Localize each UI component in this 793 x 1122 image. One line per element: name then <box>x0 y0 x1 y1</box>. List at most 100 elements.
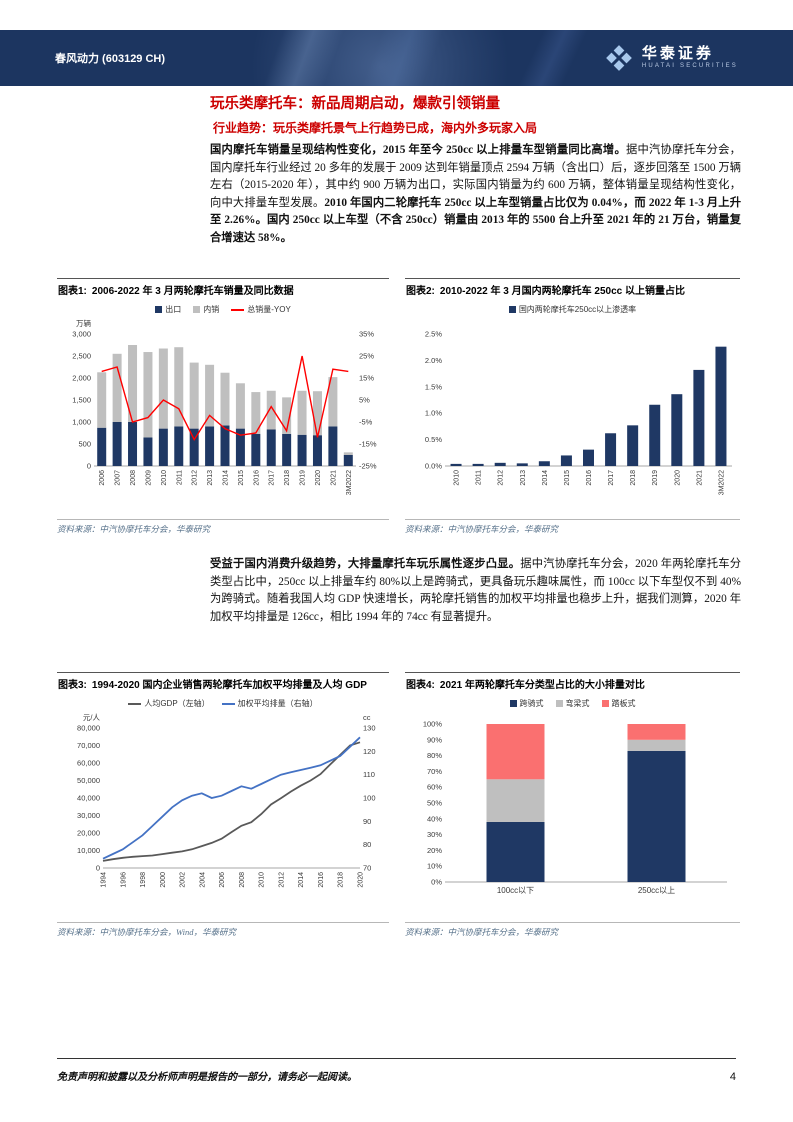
chart-legend: 跨骑式 弯梁式 踏板式 <box>405 697 740 710</box>
legend-item: 内销 <box>193 304 219 315</box>
figure-1-title-text: 2006-2022 年 3 月两轮摩托车销量及同比数据 <box>91 286 294 297</box>
svg-text:0%: 0% <box>431 878 442 887</box>
figure-4-title: 图表4: 2021 年两轮摩托车分类型占比的大小排量对比 <box>405 672 740 695</box>
figure-1-chart: 出口 内销 总销量-YOY 万辆 0 500 1,000 1,500 2,000 2,500 3,0… <box>57 303 389 517</box>
svg-text:2021: 2021 <box>330 470 337 486</box>
figure-4-label: 图表4: <box>406 680 435 691</box>
svg-text:40%: 40% <box>427 814 442 823</box>
svg-text:2017: 2017 <box>608 470 615 486</box>
svg-text:2013: 2013 <box>207 470 214 486</box>
section-subtitle: 行业趋势：玩乐类摩托景气上行趋势已成，海内外多玩家入局 <box>213 121 538 135</box>
svg-text:2010: 2010 <box>454 470 461 486</box>
svg-text:元/人: 元/人 <box>83 713 101 722</box>
svg-text:1996: 1996 <box>120 872 127 888</box>
svg-text:90%: 90% <box>427 735 442 744</box>
svg-text:5%: 5% <box>359 396 370 405</box>
svg-text:15%: 15% <box>359 374 374 383</box>
chart-legend: 国内两轮摩托车250cc以上渗透率 <box>405 303 740 316</box>
svg-text:2,500: 2,500 <box>72 352 91 361</box>
svg-text:2012: 2012 <box>498 470 505 486</box>
legend-swatch <box>555 700 563 707</box>
footer-disclaimer: 免责声明和披露以及分析师声明是报告的一部分，请务必一起阅读。 <box>57 1072 357 1083</box>
svg-text:2011: 2011 <box>476 470 483 485</box>
legend-swatch <box>155 306 163 313</box>
svg-text:80,000: 80,000 <box>77 724 100 733</box>
svg-text:2008: 2008 <box>130 470 137 486</box>
legend-item: 弯梁式 <box>555 698 590 709</box>
svg-text:3,000: 3,000 <box>72 330 91 339</box>
svg-text:2014: 2014 <box>298 872 305 888</box>
legend-label: 国内两轮摩托车250cc以上渗透率 <box>518 305 637 314</box>
svg-text:1998: 1998 <box>140 872 147 888</box>
svg-text:2014: 2014 <box>223 470 230 486</box>
svg-text:3M2022: 3M2022 <box>718 470 725 495</box>
svg-text:2008: 2008 <box>239 872 246 888</box>
svg-text:3M2022: 3M2022 <box>346 470 353 495</box>
figure-2-title: 图表2: 2010-2022 年 3 月国内两轮摩托车 250cc 以上销量占比 <box>405 278 740 301</box>
svg-text:0.5%: 0.5% <box>425 435 442 444</box>
svg-text:2002: 2002 <box>180 872 187 888</box>
svg-text:2007: 2007 <box>115 470 122 486</box>
figure-1: 图表1: 2006-2022 年 3 月两轮摩托车销量及同比数据 出口 内销 总销量… <box>57 278 389 535</box>
svg-text:0: 0 <box>96 864 100 873</box>
svg-text:1,000: 1,000 <box>72 418 91 427</box>
svg-text:2.5%: 2.5% <box>425 330 442 339</box>
svg-text:70,000: 70,000 <box>77 741 100 750</box>
figure-4-source: 资料来源：中汽协摩托车分会，华泰研究 <box>405 922 740 938</box>
legend-label: 踏板式 <box>611 699 636 708</box>
figure-1-title: 图表1: 2006-2022 年 3 月两轮摩托车销量及同比数据 <box>57 278 389 301</box>
svg-text:-5%: -5% <box>359 418 373 427</box>
figure-4: 图表4: 2021 年两轮摩托车分类型占比的大小排量对比 跨骑式 弯梁式 踏板式 0%… <box>405 672 740 938</box>
svg-text:2015: 2015 <box>564 470 571 486</box>
svg-text:2015: 2015 <box>238 470 245 486</box>
huatai-logo-icon <box>604 43 634 73</box>
svg-text:cc: cc <box>363 713 371 722</box>
svg-text:70%: 70% <box>427 767 442 776</box>
svg-text:2019: 2019 <box>652 470 659 486</box>
legend-item: 加权平均排量（右轴） <box>221 698 318 709</box>
legend-swatch <box>601 700 609 707</box>
legend-item: 出口 <box>155 304 181 315</box>
svg-text:100cc以下: 100cc以下 <box>497 886 534 895</box>
svg-text:500: 500 <box>78 440 91 449</box>
legend-swatch <box>128 702 142 705</box>
figure-3-source: 资料来源：中汽协摩托车分会，Wind，华泰研究 <box>57 922 389 938</box>
svg-text:-15%: -15% <box>359 440 377 449</box>
legend-label: 弯梁式 <box>565 699 590 708</box>
svg-text:130: 130 <box>363 724 376 733</box>
figure-1-label: 图表1: <box>58 286 87 297</box>
svg-text:80%: 80% <box>427 751 442 760</box>
legend-item: 总销量-YOY <box>231 304 291 315</box>
stock-title: 春风动力 (603129 CH) <box>55 53 166 65</box>
svg-text:0.0%: 0.0% <box>425 462 442 471</box>
legend-swatch <box>509 700 517 707</box>
paragraph-1-tail: 2010 年国内二轮摩托车 250cc 以上车型销量占比仅为 0.04%，而 2… <box>210 196 741 244</box>
brand-name-en: HUATAI SECURITIES <box>641 62 738 69</box>
legend-swatch <box>508 306 516 313</box>
svg-text:2000: 2000 <box>160 872 167 888</box>
svg-text:120: 120 <box>363 747 376 756</box>
figure-3: 图表3: 1994-2020 国内企业销售两轮摩托车加权平均排量及人均 GDP … <box>57 672 389 938</box>
svg-text:2014: 2014 <box>542 470 549 486</box>
svg-text:2017: 2017 <box>269 470 276 486</box>
svg-text:60,000: 60,000 <box>77 759 100 768</box>
figure-3-title-text: 1994-2020 国内企业销售两轮摩托车加权平均排量及人均 GDP <box>91 680 367 691</box>
paragraph-1-body: 据中汽协摩托车分会，国内摩托车行业经过 20 多年的发展于 2009 达到年销量… <box>210 144 741 209</box>
svg-text:2013: 2013 <box>520 470 527 486</box>
figure-3-title: 图表3: 1994-2020 国内企业销售两轮摩托车加权平均排量及人均 GDP <box>57 672 389 695</box>
svg-text:2010: 2010 <box>259 872 266 888</box>
svg-text:80: 80 <box>363 840 371 849</box>
svg-text:0: 0 <box>87 462 91 471</box>
svg-text:2006: 2006 <box>219 872 226 888</box>
svg-text:35%: 35% <box>359 330 374 339</box>
svg-text:2019: 2019 <box>300 470 307 486</box>
svg-text:25%: 25% <box>359 352 374 361</box>
svg-text:2020: 2020 <box>315 470 322 486</box>
svg-text:2009: 2009 <box>145 470 152 486</box>
chart-legend: 出口 内销 总销量-YOY <box>57 303 389 316</box>
svg-text:50%: 50% <box>427 799 442 808</box>
svg-text:-25%: -25% <box>359 462 377 471</box>
svg-text:2004: 2004 <box>199 872 206 888</box>
svg-text:1,500: 1,500 <box>72 396 91 405</box>
svg-text:250cc以上: 250cc以上 <box>638 886 675 895</box>
